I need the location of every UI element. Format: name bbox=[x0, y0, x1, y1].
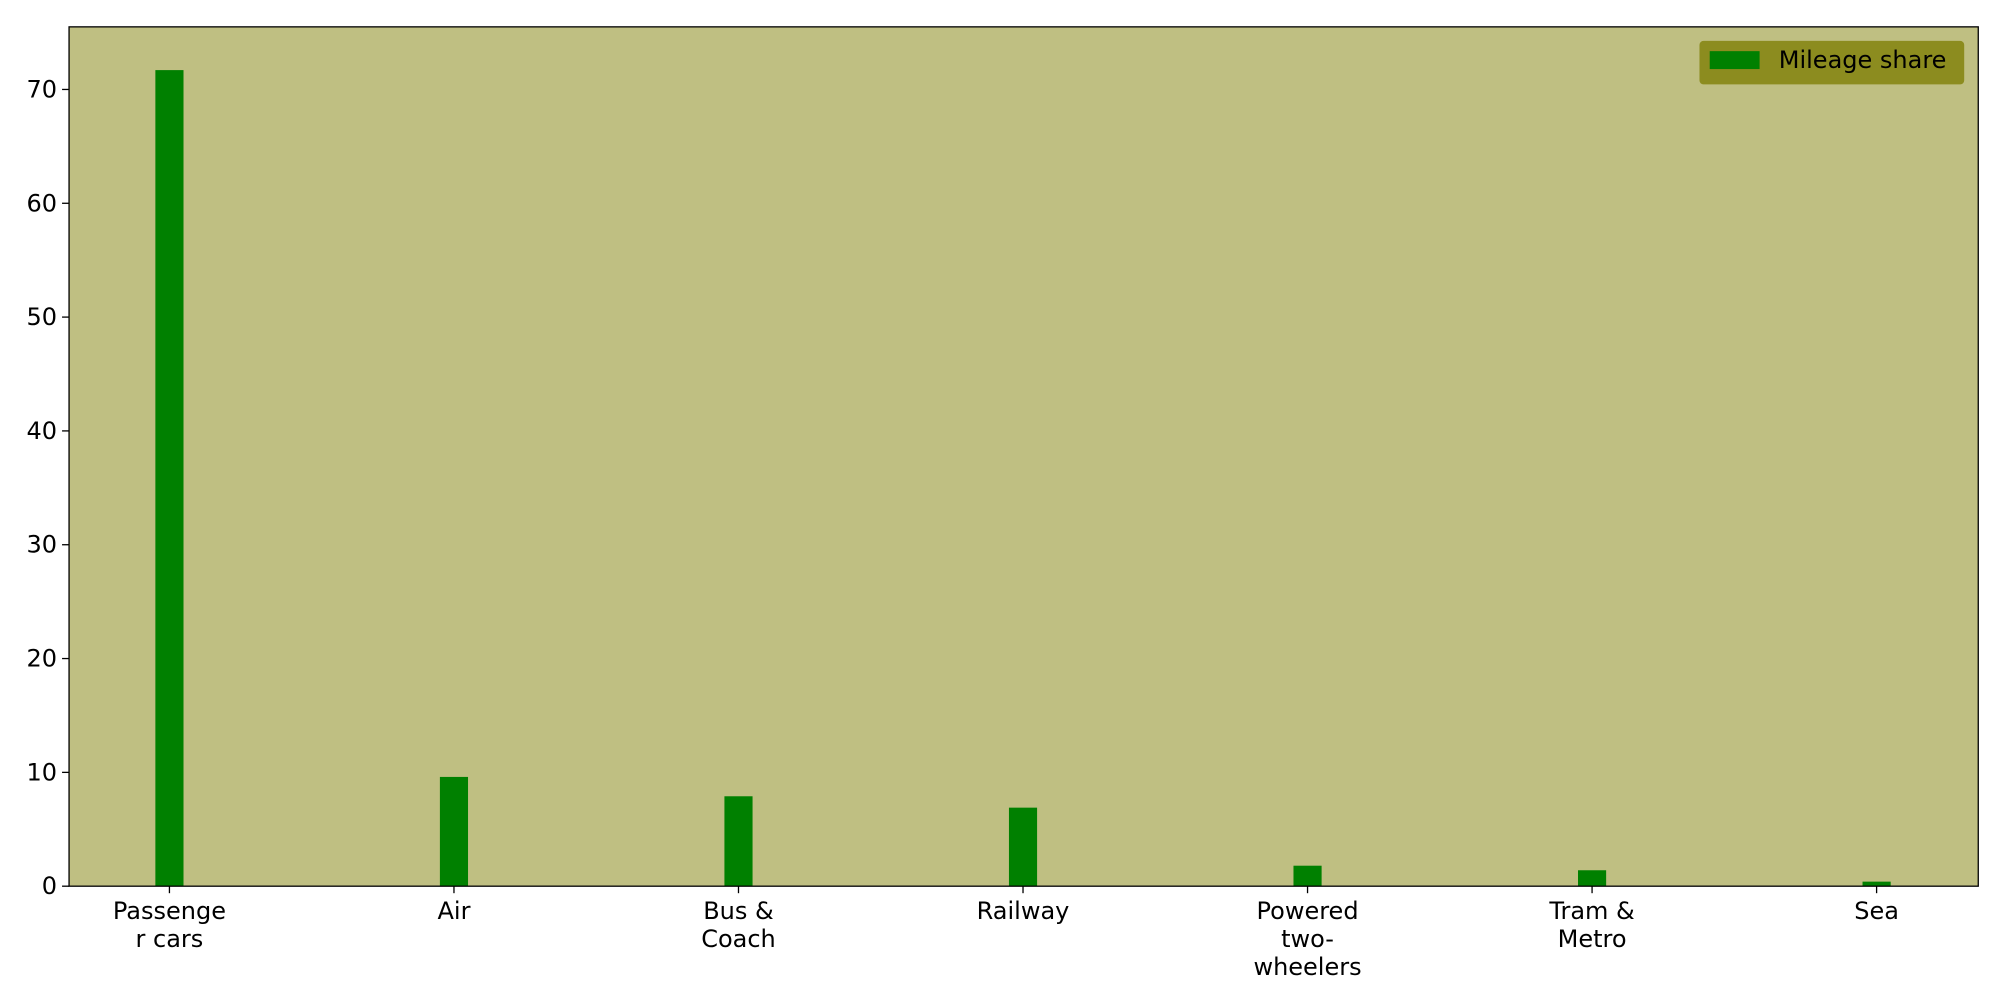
x-tick-label: Metro bbox=[1558, 925, 1627, 953]
y-axis: 0 10 20 30 40 50 60 70 bbox=[27, 75, 70, 900]
x-tick-label: Tram & bbox=[1548, 897, 1634, 925]
bar bbox=[439, 776, 469, 887]
x-tick-label: Bus & bbox=[703, 897, 774, 925]
bar bbox=[1008, 807, 1038, 887]
x-tick-label: Sea bbox=[1854, 897, 1899, 925]
y-tick-label: 10 bbox=[27, 758, 58, 786]
y-tick-label: 0 bbox=[42, 872, 57, 900]
plot-area bbox=[69, 26, 1979, 887]
y-tick-label: 50 bbox=[27, 303, 58, 331]
x-tick-label: Railway bbox=[977, 897, 1070, 925]
legend: Mileage share bbox=[1699, 40, 1965, 85]
y-tick-label: 30 bbox=[27, 531, 58, 559]
plot-frame bbox=[68, 26, 1979, 887]
x-tick-label: Coach bbox=[701, 925, 776, 953]
bar bbox=[724, 796, 753, 887]
y-tick-label: 60 bbox=[27, 189, 58, 217]
legend-box bbox=[1699, 40, 1965, 85]
x-tick-label: Passenge bbox=[113, 897, 226, 925]
legend-swatch bbox=[1709, 51, 1760, 70]
bar bbox=[1862, 881, 1891, 887]
x-tick-label: r cars bbox=[136, 925, 204, 953]
x-tick-label: Powered bbox=[1257, 897, 1359, 925]
bar bbox=[1578, 870, 1607, 887]
y-tick-label: 40 bbox=[27, 417, 58, 445]
bar bbox=[1293, 865, 1322, 887]
bar-group bbox=[155, 70, 1891, 887]
y-tick-label: 20 bbox=[27, 645, 58, 673]
bar bbox=[155, 70, 184, 887]
x-tick-label: wheelers bbox=[1253, 953, 1361, 981]
x-tick-label: two- bbox=[1281, 925, 1334, 953]
x-tick-label: Air bbox=[437, 897, 470, 925]
y-tick-label: 70 bbox=[27, 75, 58, 103]
legend-label: Mileage share bbox=[1779, 46, 1947, 74]
